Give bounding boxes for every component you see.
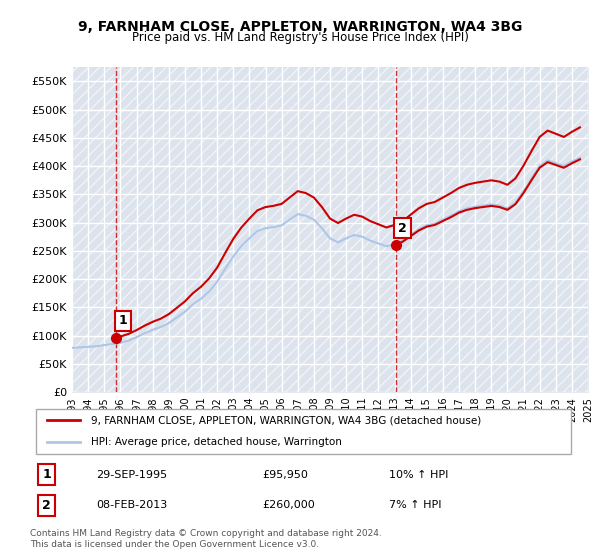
Text: 29-SEP-1995: 29-SEP-1995 <box>96 470 167 479</box>
Text: Price paid vs. HM Land Registry's House Price Index (HPI): Price paid vs. HM Land Registry's House … <box>131 31 469 44</box>
Text: 1: 1 <box>118 314 127 328</box>
Text: £95,950: £95,950 <box>262 470 308 479</box>
Text: 9, FARNHAM CLOSE, APPLETON, WARRINGTON, WA4 3BG (detached house): 9, FARNHAM CLOSE, APPLETON, WARRINGTON, … <box>91 415 481 425</box>
Text: £260,000: £260,000 <box>262 501 314 510</box>
Text: 1: 1 <box>42 468 51 481</box>
Text: HPI: Average price, detached house, Warrington: HPI: Average price, detached house, Warr… <box>91 437 341 447</box>
Text: 08-FEB-2013: 08-FEB-2013 <box>96 501 167 510</box>
FancyBboxPatch shape <box>35 409 571 454</box>
Text: 2: 2 <box>398 222 407 235</box>
Text: 10% ↑ HPI: 10% ↑ HPI <box>389 470 448 479</box>
Text: 9, FARNHAM CLOSE, APPLETON, WARRINGTON, WA4 3BG: 9, FARNHAM CLOSE, APPLETON, WARRINGTON, … <box>78 20 522 34</box>
Text: Contains HM Land Registry data © Crown copyright and database right 2024.
This d: Contains HM Land Registry data © Crown c… <box>30 529 382 549</box>
Text: 2: 2 <box>42 499 51 512</box>
Text: 7% ↑ HPI: 7% ↑ HPI <box>389 501 442 510</box>
